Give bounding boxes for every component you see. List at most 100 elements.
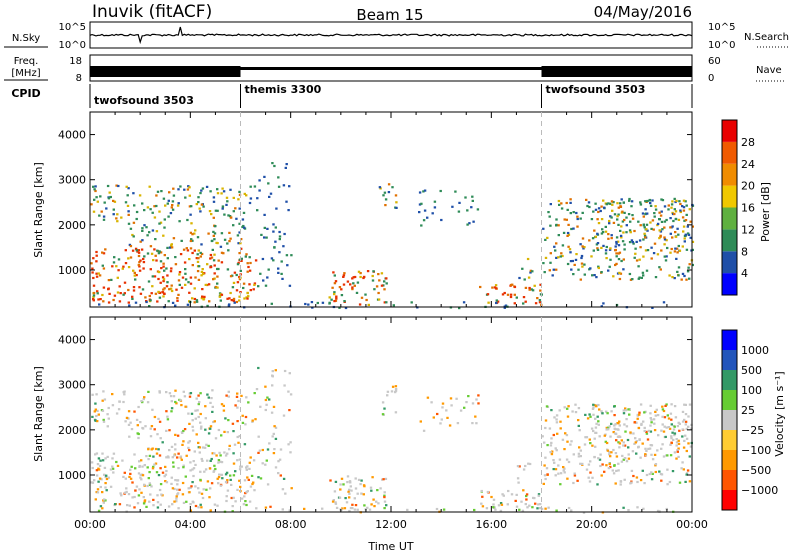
- range-cell: [191, 500, 194, 503]
- range-cell: [282, 414, 286, 417]
- range-cell: [645, 473, 649, 477]
- range-cell: [274, 426, 278, 429]
- range-cell: [102, 420, 106, 423]
- range-cell: [383, 301, 386, 304]
- range-cell: [448, 424, 452, 427]
- range-cell: [391, 385, 395, 388]
- range-cell: [646, 229, 649, 232]
- power-colorbar-tick: 12: [741, 223, 755, 236]
- range-cell: [241, 414, 244, 417]
- range-cell: [576, 217, 579, 221]
- range-cell: [387, 191, 391, 194]
- range-cell: [346, 481, 349, 484]
- range-cell: [107, 197, 111, 200]
- range-cell: [348, 509, 351, 513]
- range-cell: [115, 412, 119, 415]
- range-cell: [566, 262, 570, 266]
- range-cell: [660, 479, 663, 482]
- range-cell: [151, 211, 154, 214]
- range-cell: [580, 256, 583, 260]
- range-cell: [378, 279, 381, 282]
- range-cell: [329, 479, 332, 482]
- range-cell: [642, 238, 645, 241]
- range-cell: [627, 453, 630, 456]
- range-cell: [176, 299, 179, 302]
- range-cell: [181, 481, 185, 485]
- range-cell: [112, 298, 115, 302]
- range-cell: [557, 199, 561, 203]
- range-cell: [206, 304, 209, 307]
- range-cell: [206, 393, 209, 396]
- range-cell: [581, 245, 584, 248]
- range-cell: [198, 451, 201, 454]
- range-cell: [127, 257, 130, 260]
- range-cell: [161, 471, 165, 474]
- range-cell: [171, 503, 174, 506]
- range-cell: [97, 413, 100, 416]
- range-cell: [136, 250, 139, 253]
- range-cell: [685, 473, 688, 476]
- range-cell: [197, 487, 200, 490]
- range-cell: [208, 496, 211, 499]
- range-cell: [333, 293, 336, 296]
- range-cell: [111, 404, 115, 407]
- range-cell: [569, 251, 572, 254]
- range-cell: [244, 500, 247, 503]
- range-cell: [189, 282, 193, 285]
- range-cell: [240, 394, 243, 397]
- range-cell: [211, 389, 214, 392]
- range-cell: [565, 201, 568, 205]
- range-cell: [614, 432, 618, 435]
- range-cell: [223, 213, 226, 216]
- range-cell: [143, 464, 146, 467]
- range-cell: [206, 263, 209, 266]
- range-cell: [172, 461, 175, 464]
- y-tick-label: 1000: [58, 469, 86, 482]
- range-cell: [177, 467, 180, 470]
- range-cell: [627, 408, 630, 411]
- range-cell: [567, 506, 571, 510]
- range-cell: [160, 267, 163, 270]
- range-cell: [163, 269, 166, 272]
- range-cell: [462, 301, 466, 304]
- range-cell: [184, 272, 187, 275]
- range-cell: [226, 489, 230, 492]
- range-cell: [270, 257, 274, 260]
- range-cell: [597, 210, 600, 214]
- range-cell: [213, 503, 217, 506]
- range-cell: [114, 503, 117, 506]
- range-cell: [131, 233, 134, 237]
- range-cell: [608, 202, 612, 205]
- range-cell: [667, 426, 670, 429]
- range-cell: [161, 441, 164, 444]
- range-cell: [191, 264, 194, 267]
- range-cell: [650, 478, 654, 481]
- range-cell: [199, 470, 202, 473]
- range-cell: [624, 430, 627, 433]
- range-cell: [194, 504, 198, 508]
- noise-strip: N.Sky 10^5 10^0 10^5 10^0 N.Search: [4, 21, 790, 51]
- range-cell: [670, 423, 673, 426]
- range-cell: [220, 261, 224, 264]
- range-cell: [644, 453, 647, 456]
- range-cell: [677, 447, 680, 450]
- range-cell: [247, 295, 250, 298]
- range-cell: [234, 207, 237, 210]
- range-cell: [544, 238, 547, 241]
- range-cell: [95, 474, 99, 477]
- velocity-panel-frame: [89, 316, 693, 513]
- range-cell: [623, 218, 626, 222]
- range-cell: [191, 251, 194, 255]
- range-cell: [253, 185, 257, 188]
- range-cell: [622, 409, 625, 412]
- range-cell: [351, 507, 354, 510]
- range-cell: [604, 440, 607, 443]
- range-cell: [580, 262, 584, 265]
- range-cell: [209, 266, 212, 269]
- range-cell: [515, 296, 518, 299]
- range-cell: [555, 418, 558, 421]
- range-cell: [186, 249, 190, 252]
- range-cell: [175, 402, 178, 405]
- range-cell: [592, 413, 595, 416]
- range-cell: [667, 204, 670, 207]
